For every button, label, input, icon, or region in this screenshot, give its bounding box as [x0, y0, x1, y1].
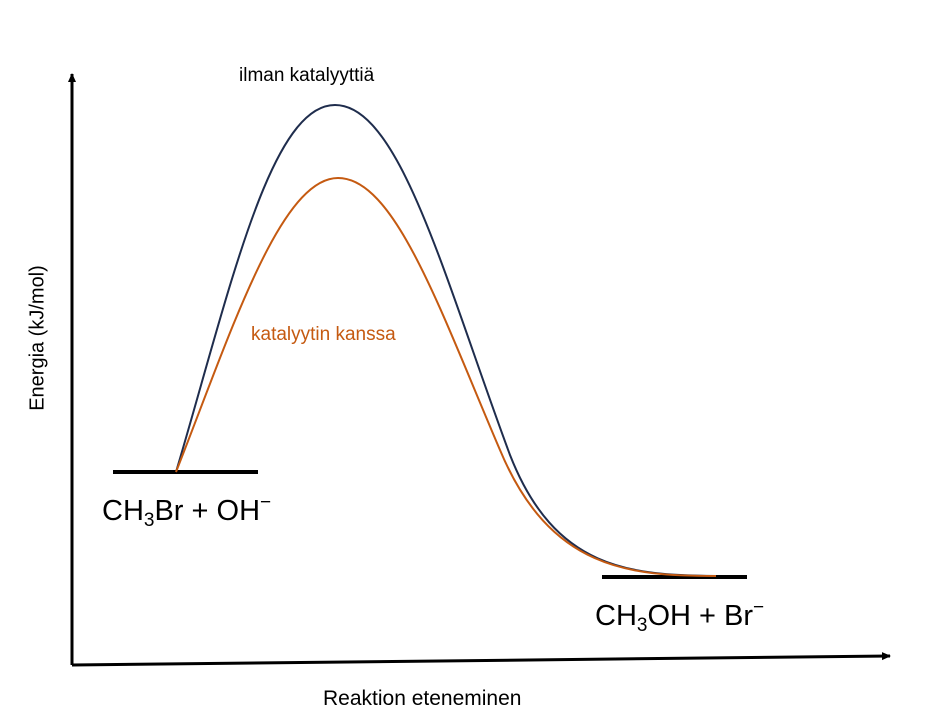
reactants-superscript: − [260, 492, 272, 513]
catalyzed-curve [175, 176, 717, 577]
products-part-2: OH + Br [647, 600, 754, 632]
x-axis-label: Reaktion eteneminen [323, 687, 522, 710]
reactants-subscript: 3 [143, 510, 155, 531]
y-axis-label: Energia (kJ/mol) [26, 265, 49, 411]
uncatalyzed-label: ilman katalyyttiä [239, 65, 375, 86]
products-label: CH3OH + Br− [595, 598, 764, 635]
products-subscript: 3 [636, 615, 648, 636]
catalyzed-label: katalyytin kanssa [251, 324, 396, 345]
products-part-1: CH [595, 600, 637, 632]
x-axis [71, 652, 891, 667]
reactants-label: CH3Br + OH− [102, 493, 271, 530]
reactants-part-1: CH [102, 495, 144, 527]
products-superscript: − [753, 597, 765, 618]
uncatalyzed-curve [175, 103, 717, 577]
reactants-part-2: Br + OH [154, 495, 261, 527]
